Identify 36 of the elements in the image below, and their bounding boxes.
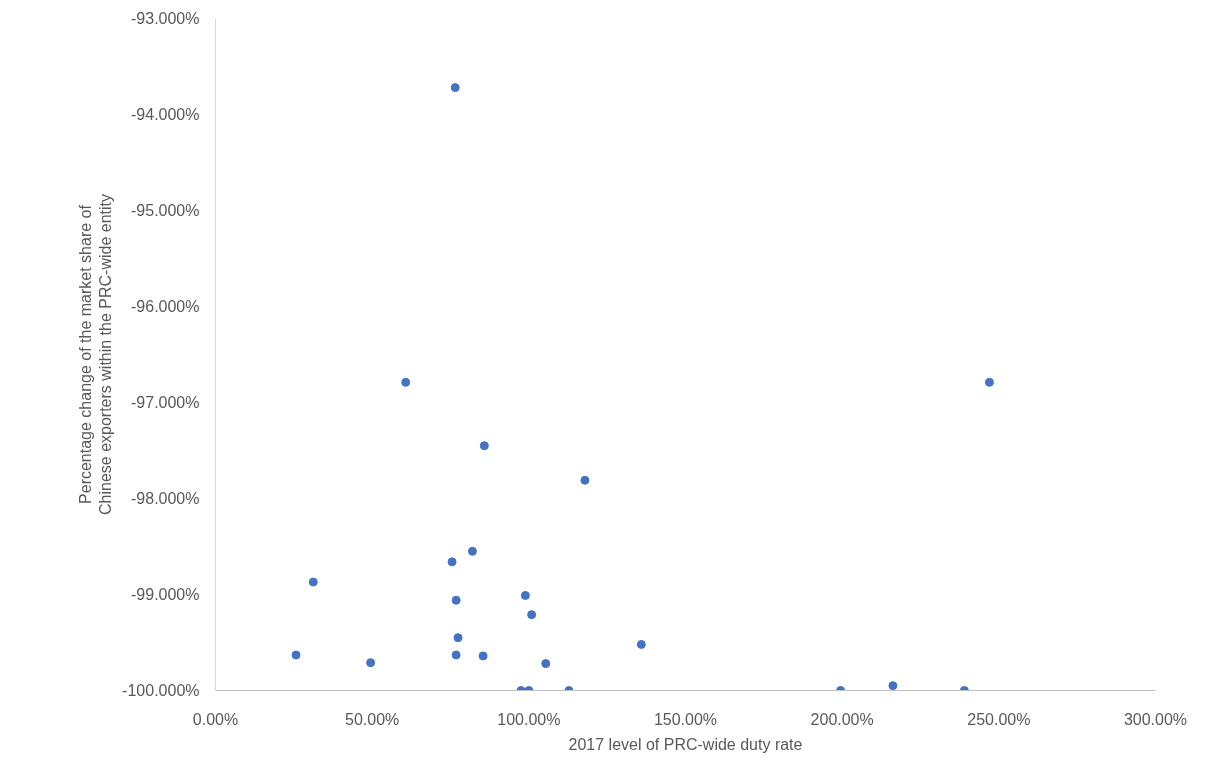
y-tick-label: -95.000% (131, 202, 200, 219)
y-tick-label: -99.000% (131, 586, 200, 603)
point (453, 633, 463, 643)
point (479, 441, 489, 451)
point (401, 377, 411, 387)
x-tick-label: 200.00% (810, 710, 874, 728)
point (467, 546, 477, 556)
point (451, 595, 461, 605)
point (541, 659, 551, 669)
point (308, 577, 318, 587)
x-axis-title: 2017 level of PRC-wide duty rate (568, 735, 803, 753)
x-tick-label: 50.00% (345, 710, 400, 728)
x-tick-label: 300.00% (1123, 710, 1188, 728)
y-axis-title: Percentage change of the market share of Chinese exporters within the PRC-wide entity (76, 193, 115, 516)
point (580, 475, 590, 485)
point (366, 658, 376, 668)
point (447, 557, 457, 567)
x-tick-label: 100.00% (497, 710, 561, 728)
point (520, 590, 530, 600)
x-tick-label: 150.00% (653, 710, 718, 728)
point (527, 610, 537, 620)
point (636, 639, 646, 649)
y-tick-label: -93.000% (131, 10, 200, 27)
point (451, 650, 461, 660)
point (984, 377, 994, 387)
y-tick-label: -98.000% (131, 490, 200, 507)
y-tick-label: -97.000% (131, 394, 200, 411)
y-tick-label: -96.000% (131, 298, 200, 315)
point (291, 650, 301, 660)
y-tick-label: -100.000% (122, 682, 200, 699)
point (478, 651, 488, 661)
x-tick-label: 250.00% (967, 710, 1031, 728)
x-tick-label: 0.00% (192, 710, 239, 728)
point (888, 681, 898, 691)
y-tick-label: -94.000% (131, 106, 200, 123)
point (450, 83, 460, 93)
